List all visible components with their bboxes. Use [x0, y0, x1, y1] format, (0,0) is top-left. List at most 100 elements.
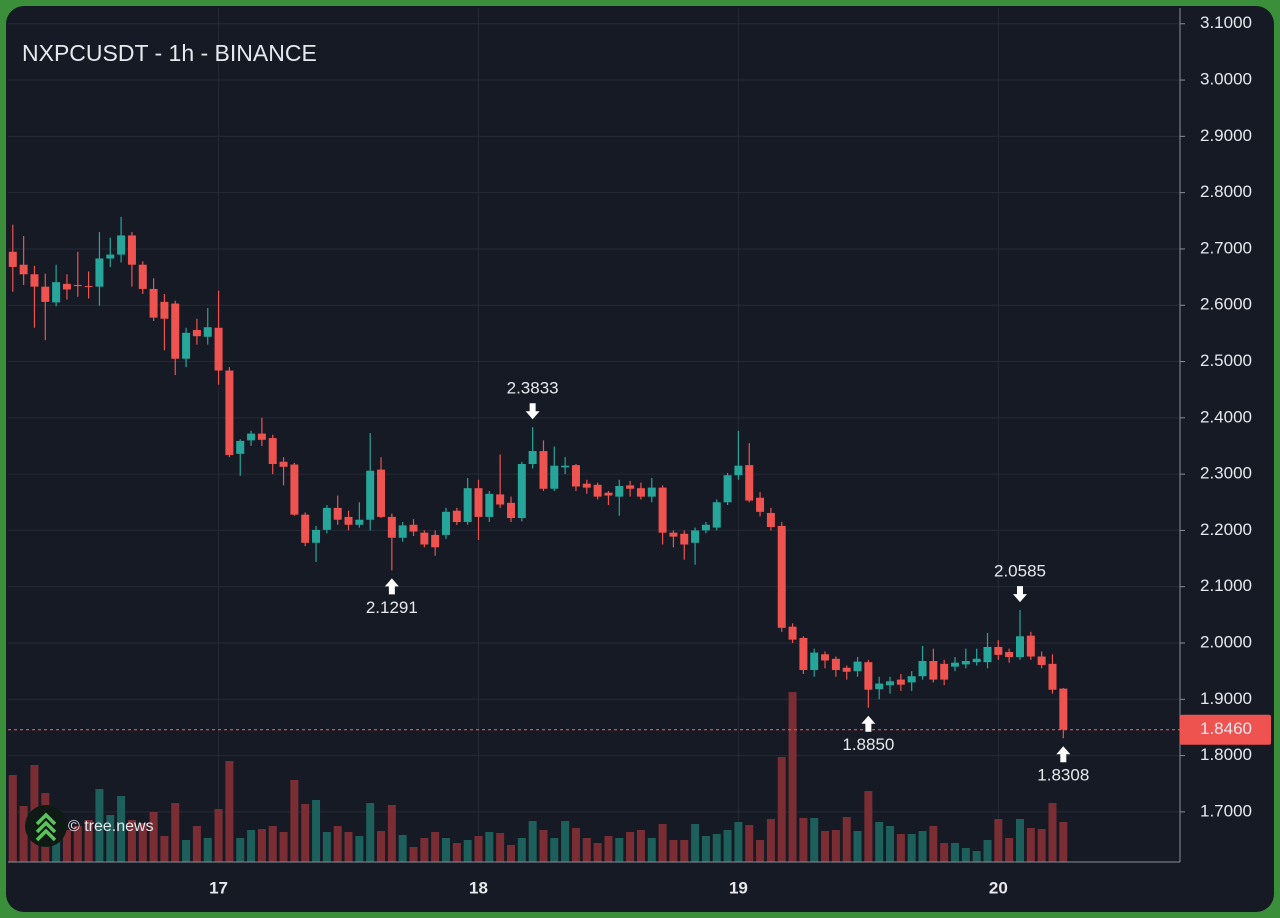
volume-bar: [571, 828, 580, 862]
candle-body: [225, 370, 234, 455]
volume-bar: [236, 838, 245, 862]
candle-body: [301, 514, 310, 543]
volume-bar: [766, 819, 775, 862]
volume-bar: [972, 851, 981, 862]
volume-bar: [127, 820, 136, 862]
candle-body: [257, 433, 266, 440]
candle-body: [312, 529, 321, 543]
candle-body: [73, 284, 82, 287]
candle-body: [626, 485, 635, 489]
candle-body: [821, 654, 830, 661]
candle-body: [106, 254, 115, 259]
volume-bar: [831, 830, 840, 862]
candle-body: [886, 681, 895, 686]
candle-body: [929, 661, 938, 680]
volume-bar: [149, 812, 158, 862]
volume-bar: [398, 835, 407, 862]
candle-body: [409, 524, 418, 532]
y-tick-label: 3.0000: [1200, 70, 1252, 89]
candle-body: [214, 327, 223, 371]
candle-body: [712, 502, 721, 528]
volume-bar: [214, 809, 223, 862]
candle-body: [333, 507, 342, 520]
candle-body: [691, 530, 700, 543]
volume-bar: [788, 692, 797, 862]
candle-layer: [8, 216, 1068, 739]
volume-bar: [593, 843, 602, 862]
candle-body: [1048, 663, 1057, 690]
annotation-arrow: [384, 578, 399, 595]
volume-bar: [907, 834, 916, 862]
candle-body: [236, 440, 245, 454]
volume-bar: [777, 757, 786, 862]
volume-bar: [95, 789, 104, 862]
volume-bar: [864, 791, 873, 862]
volume-bar: [8, 775, 17, 862]
volume-bar: [896, 834, 905, 862]
candle-body: [517, 463, 526, 519]
candle-body: [171, 303, 180, 359]
y-tick-label: 2.2000: [1200, 520, 1252, 539]
candle-body: [777, 525, 786, 628]
candle-body: [52, 282, 61, 303]
volume-bar: [994, 819, 1003, 862]
volume-bar: [474, 836, 483, 862]
volume-bar: [203, 838, 212, 862]
candle-body: [918, 661, 927, 677]
candle-body: [431, 534, 440, 548]
volume-bar: [691, 824, 700, 862]
candle-body: [138, 264, 147, 289]
candle-body: [41, 286, 50, 302]
candle-body: [442, 511, 450, 535]
candle-body: [127, 235, 136, 265]
volume-bar: [160, 836, 169, 862]
volume-bar: [1048, 803, 1057, 862]
candle-body: [951, 662, 960, 667]
candle-body: [756, 497, 765, 512]
volume-bar: [192, 826, 201, 862]
candle-body: [322, 507, 331, 530]
volume-bar: [961, 848, 970, 862]
candle-body: [571, 465, 580, 487]
candle-body: [62, 283, 71, 290]
y-tick-label: 1.7000: [1200, 801, 1252, 820]
watermark-logo: [25, 805, 67, 847]
annotation-label: 1.8850: [842, 735, 894, 754]
volume-bar: [117, 796, 126, 862]
volume-bar: [875, 822, 884, 862]
volume-bar: [225, 761, 234, 862]
volume-bar: [734, 822, 743, 862]
annotation-arrow: [1012, 586, 1027, 603]
logo-chevrons: [35, 812, 57, 842]
volume-bar: [756, 840, 765, 862]
grid: [8, 8, 1180, 862]
volume-bar: [322, 832, 331, 862]
candle-body: [875, 683, 884, 690]
candle-body: [561, 465, 570, 468]
candle-body: [907, 676, 916, 683]
candle-body: [420, 532, 429, 545]
volume-bar: [387, 805, 396, 862]
candle-body: [983, 646, 992, 663]
candle-body: [182, 332, 191, 359]
volume-bar: [73, 826, 82, 862]
candle-body: [463, 488, 472, 522]
annotation-arrow: [861, 715, 876, 732]
candle-body: [550, 465, 559, 489]
volume-bar: [658, 824, 667, 862]
volume-bar: [1005, 838, 1014, 862]
annotation-label: 2.0585: [994, 562, 1046, 581]
candle-body: [485, 493, 494, 517]
candle-body: [496, 494, 505, 505]
candle-body: [669, 532, 678, 537]
candle-body: [377, 469, 386, 517]
volume-bar: [561, 821, 570, 862]
volume-bar: [290, 780, 299, 862]
volume-bar: [983, 840, 992, 862]
volume-bar: [442, 838, 450, 862]
candle-body: [961, 661, 970, 665]
candle-body: [366, 470, 375, 520]
volume-bar: [550, 838, 559, 862]
y-tick-label: 2.1000: [1200, 576, 1252, 595]
